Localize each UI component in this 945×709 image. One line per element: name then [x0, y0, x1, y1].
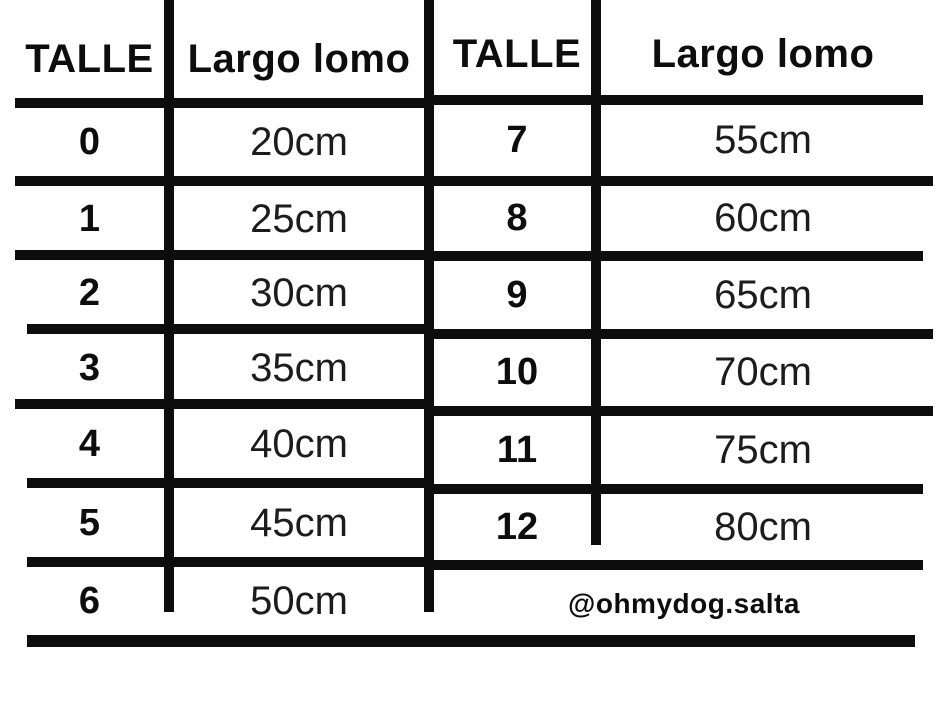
left-row-largo: 40cm	[250, 422, 348, 466]
right-row-largo: 80cm	[714, 504, 812, 549]
right-row-largo: 65cm	[714, 272, 812, 317]
left-header-talle: TALLE	[25, 36, 154, 81]
left-row-rule	[27, 324, 427, 334]
right-row-talle: 8	[506, 197, 528, 239]
right-header-largo: Largo lomo	[651, 32, 875, 76]
right-row-talle: 12	[495, 505, 539, 548]
right-row-talle: 7	[506, 119, 528, 161]
left-row-talle: 4	[78, 423, 101, 465]
right-row-largo: 75cm	[714, 427, 812, 472]
right-row-rule	[433, 176, 933, 186]
left-header-largo: Largo lomo	[187, 36, 411, 81]
left-row-largo: 20cm	[250, 119, 348, 164]
left-row-largo: 30cm	[250, 270, 348, 315]
left-row-largo: 45cm	[250, 501, 348, 545]
left-row-rule	[15, 399, 427, 409]
right-row-largo: 60cm	[714, 196, 812, 240]
right-header-talle: TALLE	[452, 32, 582, 76]
left-table-column-divider	[164, 0, 174, 612]
left-row-talle: 3	[78, 346, 101, 389]
left-row-rule	[15, 176, 427, 186]
right-row-rule	[433, 560, 923, 570]
left-row-talle: 5	[78, 502, 101, 544]
right-header-rule	[433, 95, 923, 105]
table-gap-divider	[424, 0, 434, 612]
right-row-rule	[433, 406, 933, 416]
bottom-rule	[27, 635, 915, 647]
right-row-talle: 11	[496, 428, 538, 471]
left-row-largo: 35cm	[250, 345, 348, 390]
right-row-talle: 9	[506, 273, 528, 316]
left-row-largo: 50cm	[250, 578, 348, 623]
right-table-column-divider	[591, 0, 601, 545]
right-row-talle: 10	[495, 351, 539, 393]
right-row-rule	[433, 484, 923, 494]
left-row-rule	[15, 250, 427, 260]
right-row-largo: 70cm	[714, 350, 812, 394]
right-row-largo: 55cm	[714, 118, 812, 162]
left-row-talle: 0	[78, 120, 101, 163]
right-row-rule	[433, 251, 923, 261]
left-row-rule	[27, 478, 427, 488]
left-row-talle: 1	[78, 197, 101, 240]
left-row-rule	[27, 557, 427, 567]
left-row-largo: 25cm	[250, 196, 348, 241]
watermark-handle: @ohmydog.salta	[568, 587, 800, 619]
left-row-talle: 2	[78, 271, 101, 314]
left-header-rule	[15, 98, 427, 108]
left-row-talle: 6	[78, 579, 101, 622]
right-row-rule	[433, 329, 933, 339]
